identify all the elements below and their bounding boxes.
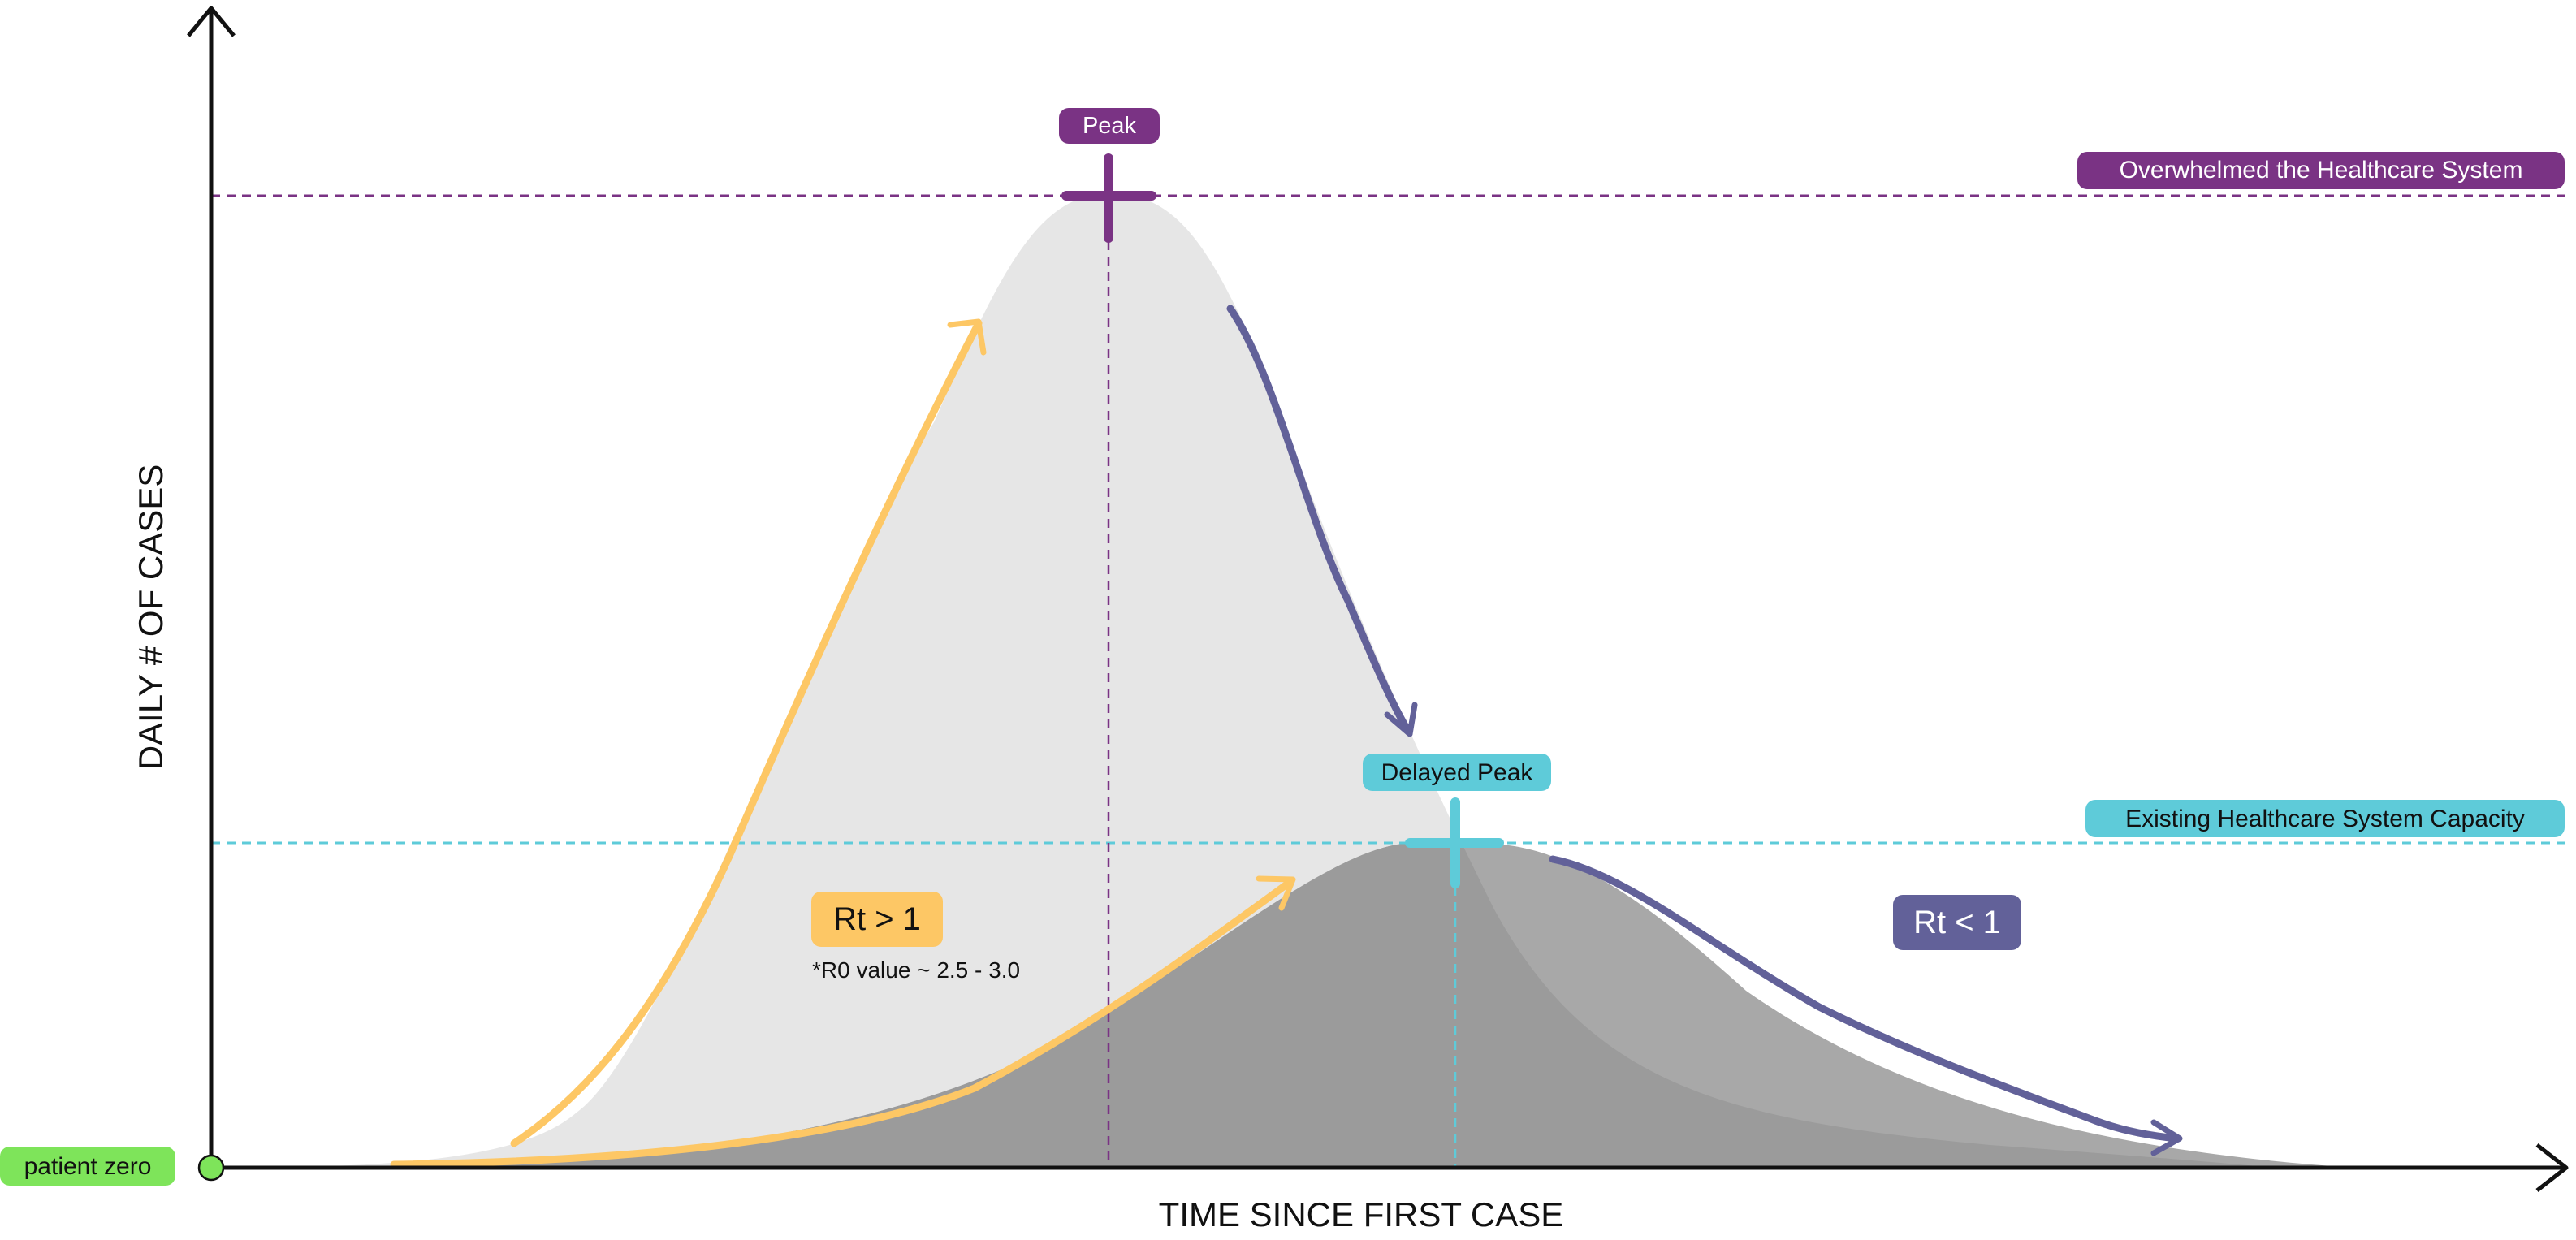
rt-below-one-text: Rt < 1	[1913, 905, 2001, 940]
rt-below-one-arrow-steep	[1226, 305, 1413, 737]
plus-marker-icon	[1405, 797, 1504, 888]
capacity-label-text: Existing Healthcare System Capacity	[2125, 806, 2525, 832]
y-axis-title: DAILY # OF CASES	[132, 464, 170, 771]
rt-above-one-arrow-steep	[510, 319, 983, 1147]
y-axis-arrowhead	[187, 6, 236, 37]
delayed-peak-label-text: Delayed Peak	[1381, 759, 1534, 786]
overwhelmed-label-text: Overwhelmed the Healthcare System	[2120, 157, 2523, 184]
arrowhead-steep	[947, 318, 987, 356]
capacity-label: Existing Healthcare System Capacity	[2085, 800, 2565, 837]
rt-above-one-label: Rt > 1	[811, 892, 943, 947]
x-axis-title: TIME SINCE FIRST CASE	[1159, 1195, 1564, 1234]
x-axis-arrowhead	[2535, 1143, 2569, 1192]
circle-dot-icon	[197, 1154, 225, 1182]
unmitigated-curve	[203, 192, 2274, 1168]
arrowhead-decline-steep	[1384, 702, 1418, 737]
arrowhead-decline-gradual	[2150, 1119, 2183, 1156]
arrowhead-gradual	[1256, 875, 1296, 911]
patient-zero-text: patient zero	[24, 1153, 152, 1180]
peak-label: Peak	[1059, 108, 1160, 144]
rt-below-one-arrow-gradual	[1549, 855, 2182, 1143]
overwhelmed-label: Overwhelmed the Healthcare System	[2077, 152, 2565, 189]
r0-note: *R0 value ~ 2.5 - 3.0	[812, 957, 1020, 983]
patient-zero-label: patient zero	[0, 1147, 175, 1186]
rt-below-one-label: Rt < 1	[1893, 895, 2021, 950]
peak-label-text: Peak	[1083, 113, 1137, 139]
rt-above-one-text: Rt > 1	[833, 901, 921, 937]
delayed-peak-label: Delayed Peak	[1363, 754, 1551, 791]
rt-above-one-arrow-gradual	[390, 877, 1295, 1169]
plus-marker-icon	[1061, 153, 1156, 243]
